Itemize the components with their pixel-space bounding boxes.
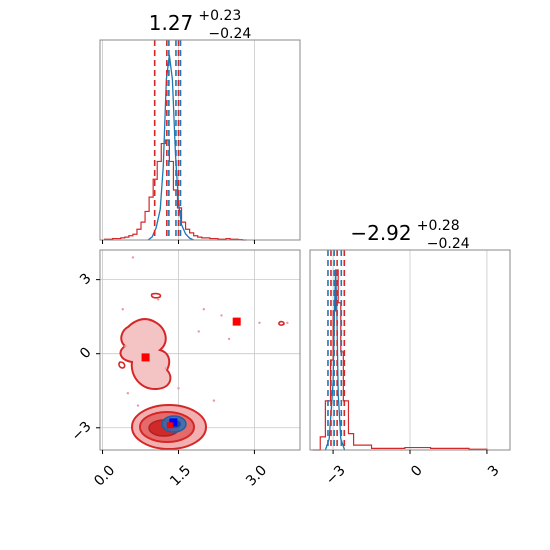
- hist1-ticks: [102, 240, 255, 244]
- p2d-ytick-label-1: 0: [77, 345, 95, 363]
- title-param2-main: −2.92: [350, 221, 411, 245]
- p2d-dot-7: [121, 308, 124, 311]
- panel-hist-param2: −3 0 3 −2.92 +0.28 −0.24: [309, 215, 511, 488]
- title-param1-sub: −0.24: [208, 26, 251, 42]
- p2d-dot-3: [258, 321, 261, 325]
- contour-mode2-island-b: [150, 292, 162, 299]
- hist1-red-step: [103, 139, 247, 241]
- contour-mode2-island-a: [118, 361, 126, 369]
- title-param2-sub: −0.24: [427, 236, 470, 252]
- p2d-dot-11: [212, 399, 216, 402]
- p2d-red-marker-overlap: [166, 422, 173, 429]
- hist1-blue-line: [147, 54, 194, 241]
- title-param2: −2.92 +0.28 −0.24: [350, 215, 469, 252]
- hist1-marks: [103, 40, 247, 241]
- p2d-dot-6: [227, 337, 231, 341]
- hist2-ticks: −3 0 3: [323, 450, 503, 488]
- p2d-blue-marker-0: [169, 418, 178, 427]
- p2d-red-marker-1: [232, 317, 241, 326]
- p2d-dot-13: [124, 345, 127, 348]
- contour-mode2-island-c: [278, 320, 285, 326]
- p2d-dot-9: [126, 392, 130, 395]
- panel-hist-param1: 1.27 +0.23 −0.24: [99, 5, 301, 244]
- hist2-red-step: [312, 269, 488, 451]
- p2d-ytick-label-2: −3: [69, 419, 95, 445]
- p2d-dot-5: [202, 308, 205, 311]
- p2d-dot-12: [136, 404, 140, 407]
- p2d-dot-10: [177, 387, 180, 390]
- title-param1: 1.27 +0.23 −0.24: [149, 5, 252, 42]
- hist2-marks: [312, 250, 488, 451]
- p2d-dot-1: [157, 298, 160, 301]
- hist2-tick-label-0: −3: [323, 462, 349, 488]
- p2d-xtick-label-0: 0.0: [91, 462, 118, 489]
- title-param2-sup: +0.28: [417, 218, 460, 234]
- hist2-grid: [332, 250, 488, 450]
- p2d-xtick-label-1: 1.5: [167, 462, 194, 489]
- p2d-markers: [141, 317, 241, 429]
- p2d-frame: [99, 249, 301, 451]
- p2d-dot-0: [131, 256, 135, 259]
- hist2-tick-label-1: 0: [408, 462, 426, 480]
- p2d-xtick-label-2: 3.0: [243, 462, 270, 489]
- title-param1-main: 1.27: [149, 11, 194, 35]
- p2d-red-marker-0: [141, 353, 150, 362]
- p2d-ytick-label-0: 3: [77, 270, 95, 288]
- hist2-tick-label-2: 3: [485, 462, 503, 480]
- p2d-scatter: [121, 256, 289, 407]
- p2d-dot-4: [286, 321, 289, 325]
- p2d-dot-2: [220, 314, 223, 317]
- p2d-contours: [118, 292, 285, 450]
- p2d-dot-14: [164, 367, 168, 370]
- title-param1-sup: +0.23: [198, 8, 241, 24]
- hist1-frame: [99, 39, 301, 241]
- panel-2d: 0.0 1.5 3.0 3 0 −3: [69, 249, 301, 489]
- p2d-dot-8: [197, 330, 200, 333]
